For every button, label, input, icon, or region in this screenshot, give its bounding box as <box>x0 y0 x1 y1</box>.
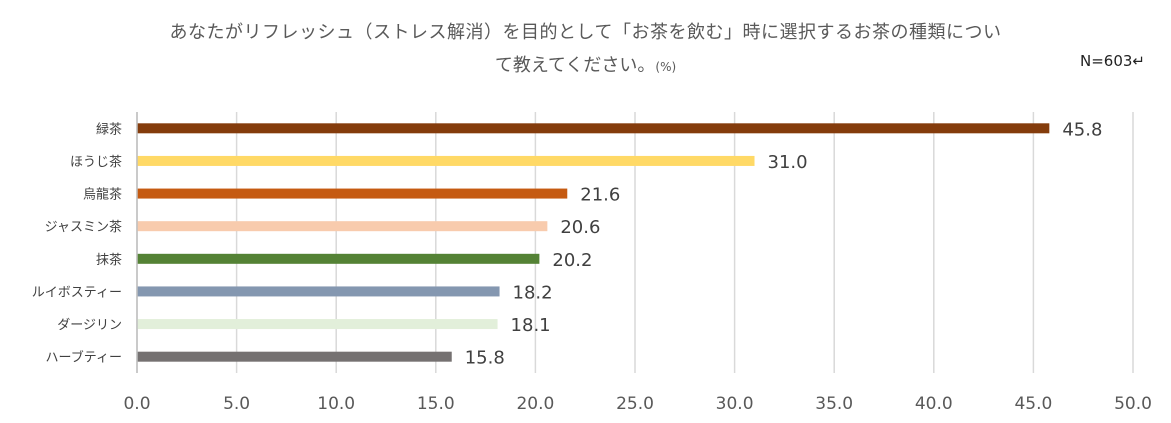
category-label: ルイボスティー <box>32 285 122 300</box>
chart-title-line-2: て教えてください。(%) <box>0 51 1171 77</box>
bar <box>137 286 500 297</box>
category-label: ジャスミン茶 <box>45 219 122 235</box>
chart-title-line-1: あなたがリフレッシュ（ストレス解消）を目的として「お茶を飲む」時に選択するお茶の… <box>169 22 1002 43</box>
x-tick-label: 30.0 <box>716 394 754 414</box>
sample-size-label: N=603↵ <box>1080 52 1145 70</box>
data-label: 18.2 <box>513 282 553 303</box>
x-tick-label: 5.0 <box>223 394 250 414</box>
category-label: ハーブティー <box>46 350 122 366</box>
x-tick-label: 40.0 <box>915 394 953 414</box>
bar <box>137 188 568 199</box>
bar <box>137 123 1050 134</box>
x-tick-label: 20.0 <box>516 394 554 414</box>
data-label: 20.2 <box>552 250 592 271</box>
x-tick-label: 0.0 <box>123 394 150 414</box>
x-tick-label: 45.0 <box>1014 394 1052 414</box>
x-tick-label: 50.0 <box>1114 394 1152 414</box>
data-label: 15.8 <box>465 348 505 369</box>
data-label: 20.6 <box>560 217 600 238</box>
category-label: ダージリン <box>57 318 122 333</box>
data-label: 45.8 <box>1062 119 1102 140</box>
bar <box>137 319 498 330</box>
bar <box>137 221 548 232</box>
category-label: 緑茶 <box>96 121 122 137</box>
bar <box>137 253 540 264</box>
data-label: 31.0 <box>768 152 808 173</box>
chart-title-text: て教えてください。 <box>494 55 656 76</box>
data-label: 18.1 <box>511 315 551 336</box>
bar <box>137 351 452 362</box>
x-tick-label: 10.0 <box>317 394 355 414</box>
x-tick-label: 35.0 <box>815 394 853 414</box>
x-tick-label: 25.0 <box>616 394 654 414</box>
bar <box>137 155 755 166</box>
category-label: ほうじ茶 <box>70 154 122 170</box>
data-label: 21.6 <box>580 185 620 206</box>
category-label: 烏龍茶 <box>83 187 122 203</box>
category-label: 抹茶 <box>96 252 122 268</box>
x-tick-label: 15.0 <box>417 394 455 414</box>
unit-label: (%) <box>655 60 677 74</box>
